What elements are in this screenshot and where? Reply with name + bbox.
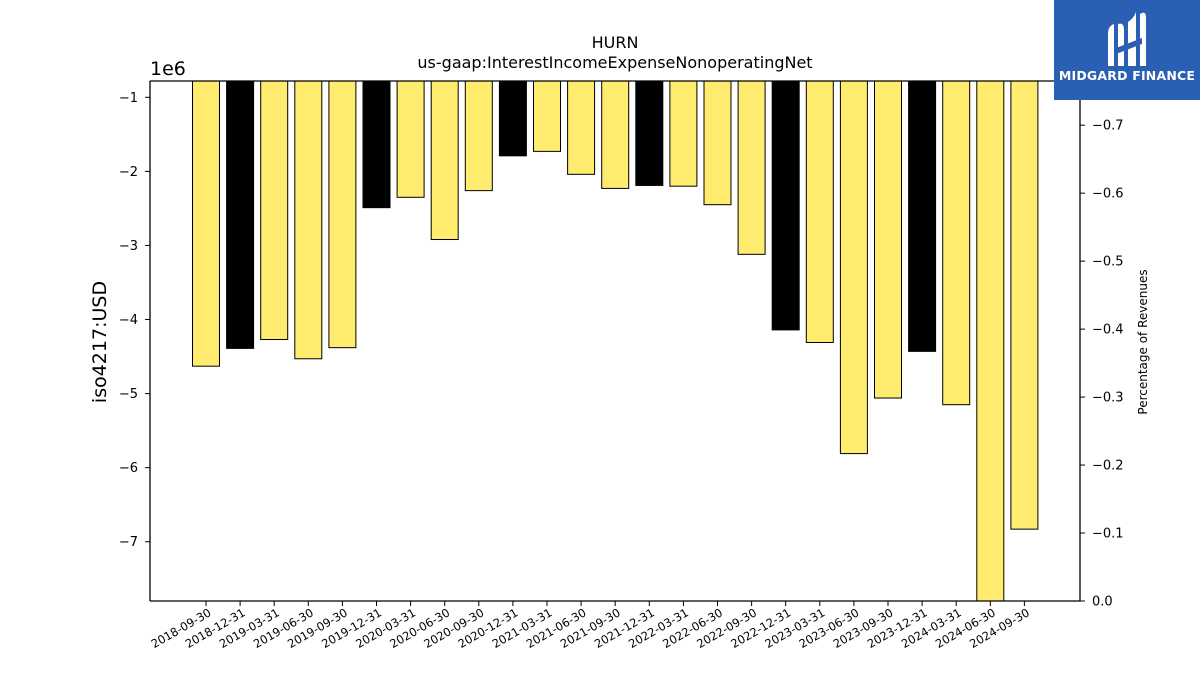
- y2-tick-label: −0.3: [1092, 391, 1124, 406]
- bar: [976, 80, 1005, 602]
- bar: [567, 80, 596, 175]
- bar: [703, 80, 732, 206]
- y-tick-label: −7: [119, 535, 138, 550]
- y2-tick-label: 0.0: [1092, 595, 1113, 610]
- y2-tick-label: −0.1: [1092, 527, 1124, 542]
- bar: [601, 80, 630, 189]
- y2-tick-label: −0.6: [1092, 187, 1124, 202]
- bar: [260, 80, 289, 341]
- y2-tick-label: −0.4: [1092, 323, 1124, 338]
- bar: [874, 80, 902, 399]
- y-multiplier: 1e6: [150, 58, 186, 80]
- y2-axis-label: Percentage of Revenues: [1136, 269, 1150, 414]
- y2-tick-label: −0.5: [1092, 255, 1124, 270]
- midgard-finance-logo: MIDGARD FINANCE: [1054, 0, 1200, 100]
- bar: [430, 80, 459, 241]
- bar: [498, 80, 527, 157]
- bar: [328, 80, 357, 349]
- bar: [192, 80, 220, 367]
- logo-mark-icon: [1108, 12, 1146, 67]
- y-tick-label: −3: [119, 239, 138, 254]
- y-tick-label: −2: [119, 165, 138, 180]
- bar: [771, 80, 800, 331]
- bar: [464, 80, 493, 192]
- y-tick-label: −6: [119, 461, 138, 476]
- bar: [805, 80, 834, 343]
- logo-text: MIDGARD FINANCE: [1058, 68, 1196, 83]
- chart-title: HURN: [592, 33, 639, 52]
- y-axis-label: iso4217:USD: [89, 281, 111, 403]
- bar: [396, 80, 425, 198]
- bar: [669, 80, 698, 187]
- bar: [294, 80, 323, 360]
- y2-tick-label: −0.2: [1092, 459, 1124, 474]
- bar: [362, 80, 391, 209]
- bar: [908, 80, 937, 352]
- bar: [1010, 80, 1039, 530]
- bar: [635, 80, 664, 186]
- y-tick-label: −4: [119, 313, 138, 328]
- chart-subtitle: us-gaap:InterestIncomeExpenseNonoperatin…: [417, 53, 812, 72]
- bar: [942, 80, 971, 406]
- y-tick-label: −5: [119, 387, 138, 402]
- y-tick-label: −1: [119, 91, 138, 106]
- bar: [737, 80, 766, 255]
- bar: [226, 80, 255, 349]
- y2-tick-label: −0.7: [1092, 119, 1124, 134]
- bar: [839, 80, 868, 455]
- bar: [533, 80, 561, 152]
